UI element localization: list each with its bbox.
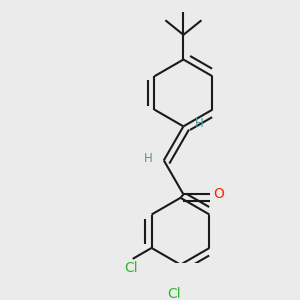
Text: H: H	[143, 152, 152, 165]
Text: O: O	[213, 187, 224, 201]
Text: Cl: Cl	[124, 261, 138, 275]
Text: H: H	[195, 117, 204, 130]
Text: Cl: Cl	[168, 287, 181, 300]
